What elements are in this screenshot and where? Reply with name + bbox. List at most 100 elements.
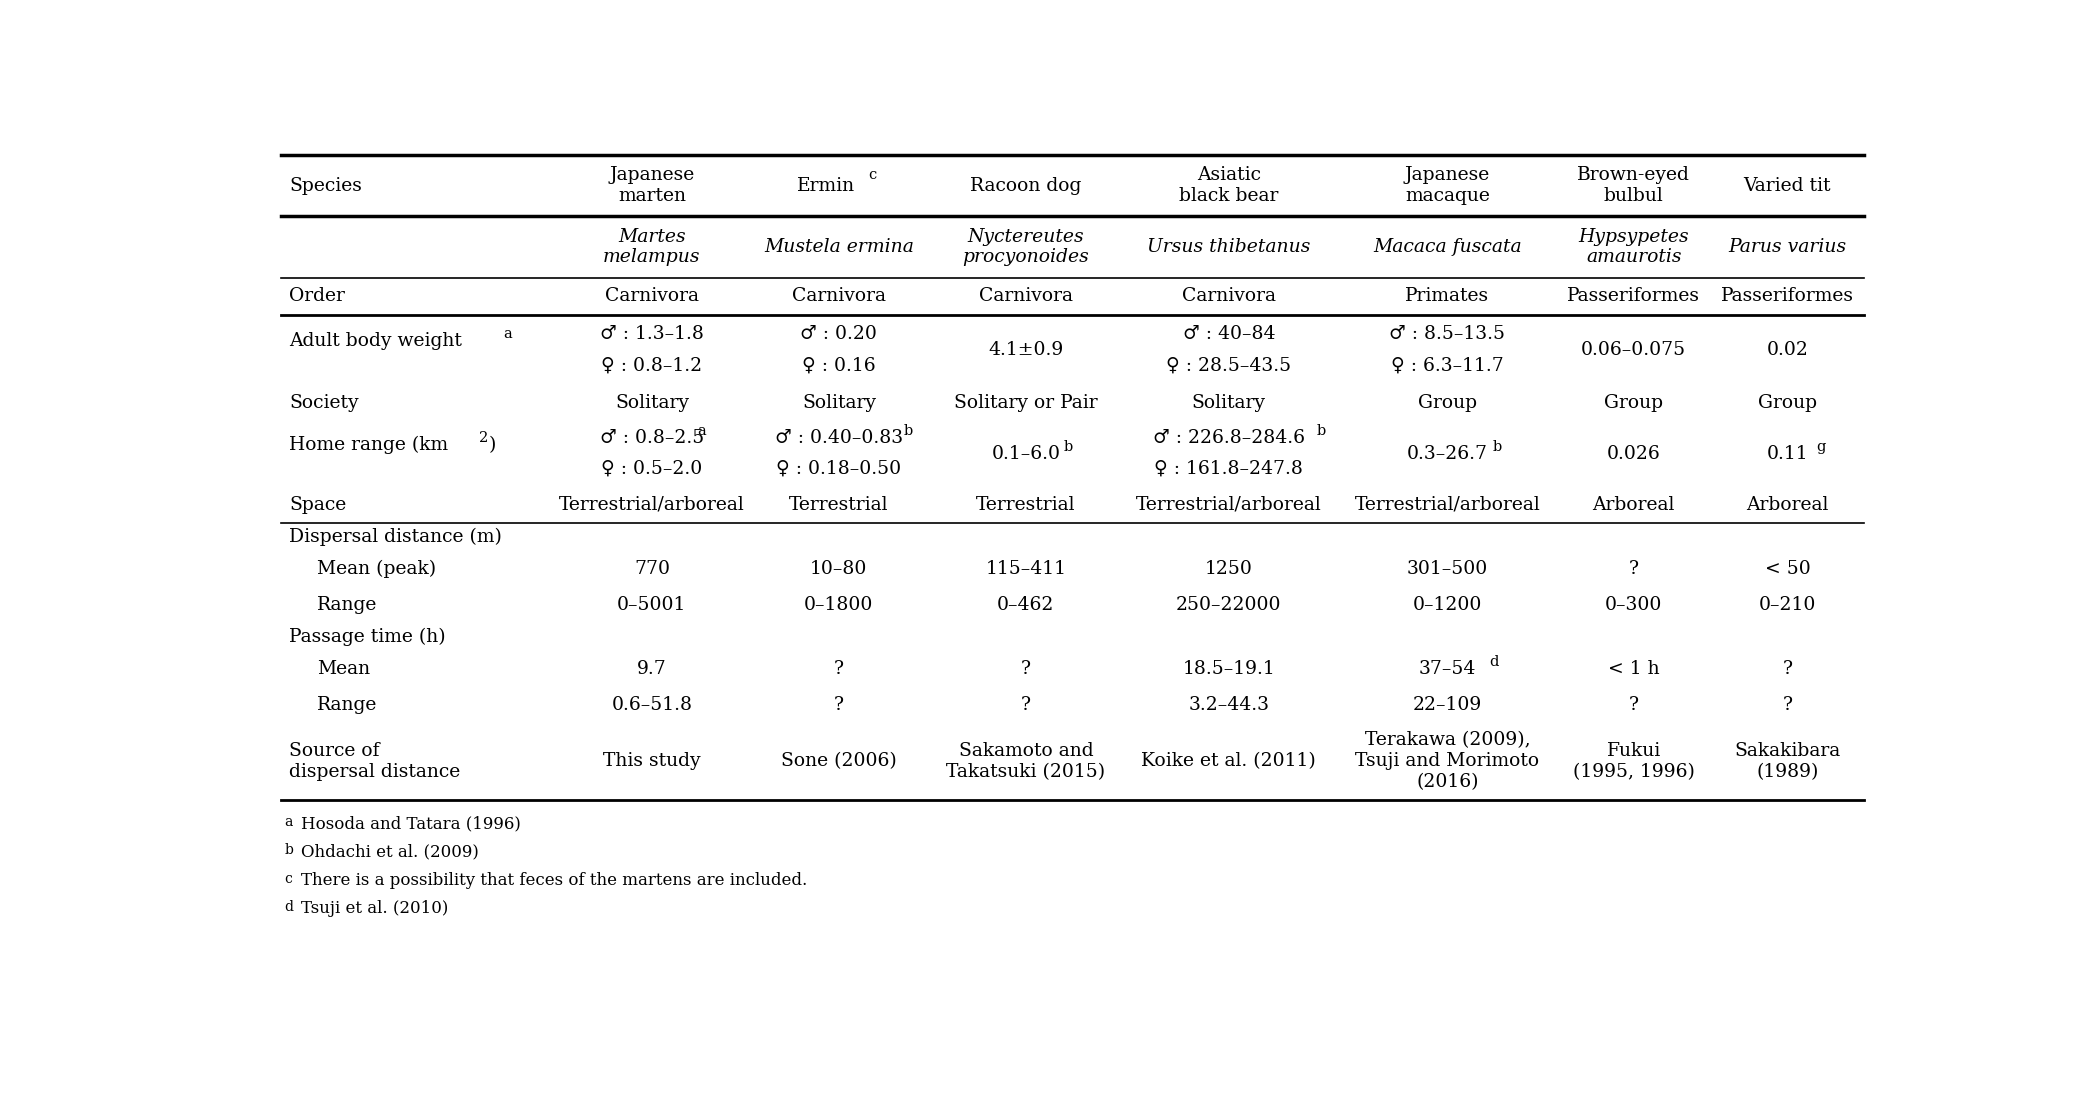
Text: Species: Species — [289, 177, 362, 194]
Text: Mean: Mean — [316, 660, 370, 678]
Text: 0–1200: 0–1200 — [1413, 595, 1482, 613]
Text: Japanese
marten: Japanese marten — [609, 167, 695, 204]
Text: 0–5001: 0–5001 — [617, 595, 687, 613]
Text: Space: Space — [289, 496, 347, 513]
Text: Passeriformes: Passeriformes — [1568, 288, 1700, 306]
Text: Mean (peak): Mean (peak) — [316, 560, 435, 578]
Text: 301–500: 301–500 — [1406, 560, 1488, 578]
Text: Primates: Primates — [1404, 288, 1490, 306]
Text: 0–210: 0–210 — [1758, 595, 1817, 613]
Text: a: a — [285, 815, 293, 829]
Text: ?: ? — [833, 695, 843, 713]
Text: ♀ : 0.16: ♀ : 0.16 — [802, 357, 875, 374]
Text: ♀ : 6.3–11.7: ♀ : 6.3–11.7 — [1392, 357, 1505, 374]
Text: 0.026: 0.026 — [1607, 444, 1660, 462]
Text: Hypsypetes
amaurotis: Hypsypetes amaurotis — [1578, 228, 1689, 267]
Text: 0–300: 0–300 — [1605, 595, 1662, 613]
Text: Koike et al. (2011): Koike et al. (2011) — [1141, 752, 1316, 770]
Text: Solitary: Solitary — [802, 393, 875, 412]
Text: Group: Group — [1417, 393, 1478, 412]
Text: < 50: < 50 — [1764, 560, 1810, 578]
Text: 1250: 1250 — [1206, 560, 1254, 578]
Text: 2: 2 — [479, 431, 488, 446]
Text: Group: Group — [1758, 393, 1817, 412]
Text: c: c — [869, 168, 877, 182]
Text: g: g — [1817, 440, 1825, 454]
Text: Carnivora: Carnivora — [791, 288, 885, 306]
Text: 0.6–51.8: 0.6–51.8 — [611, 695, 693, 713]
Text: ?: ? — [833, 660, 843, 678]
Text: Tsuji et al. (2010): Tsuji et al. (2010) — [301, 900, 448, 917]
Text: Terrestrial: Terrestrial — [789, 496, 890, 513]
Text: Ursus thibetanus: Ursus thibetanus — [1147, 238, 1310, 257]
Text: a: a — [502, 328, 513, 341]
Text: Terrestrial: Terrestrial — [975, 496, 1076, 513]
Text: 9.7: 9.7 — [636, 660, 668, 678]
Text: ?: ? — [1628, 560, 1639, 578]
Text: ♀ : 0.8–1.2: ♀ : 0.8–1.2 — [601, 357, 703, 374]
Text: Parus varius: Parus varius — [1729, 238, 1846, 257]
Text: Racoon dog: Racoon dog — [971, 177, 1082, 194]
Text: ♀ : 28.5–43.5: ♀ : 28.5–43.5 — [1166, 357, 1291, 374]
Text: Home range (km: Home range (km — [289, 436, 448, 454]
Text: ♂ : 8.5–13.5: ♂ : 8.5–13.5 — [1390, 326, 1505, 343]
Text: Solitary: Solitary — [1191, 393, 1266, 412]
Text: ♂ : 1.3–1.8: ♂ : 1.3–1.8 — [601, 326, 703, 343]
Text: Arboreal: Arboreal — [1593, 496, 1674, 513]
Text: Ermin: Ermin — [797, 177, 856, 194]
Text: Passage time (h): Passage time (h) — [289, 628, 446, 645]
Text: This study: This study — [603, 752, 701, 770]
Text: Solitary or Pair: Solitary or Pair — [954, 393, 1097, 412]
Text: Arboreal: Arboreal — [1746, 496, 1829, 513]
Text: ♂ : 0.20: ♂ : 0.20 — [800, 326, 877, 343]
Text: Japanese
macaque: Japanese macaque — [1404, 167, 1490, 204]
Text: a: a — [697, 424, 705, 439]
Text: ?: ? — [1021, 660, 1032, 678]
Text: 0.06–0.075: 0.06–0.075 — [1580, 341, 1687, 359]
Text: Sone (2006): Sone (2006) — [781, 752, 896, 770]
Text: Dispersal distance (m): Dispersal distance (m) — [289, 528, 502, 546]
Text: c: c — [285, 872, 293, 885]
Text: d: d — [1490, 655, 1499, 669]
Text: ?: ? — [1021, 695, 1032, 713]
Text: Fukui
(1995, 1996): Fukui (1995, 1996) — [1572, 742, 1695, 781]
Text: Adult body weight: Adult body weight — [289, 332, 463, 350]
Text: < 1 h: < 1 h — [1607, 660, 1660, 678]
Text: Ohdachi et al. (2009): Ohdachi et al. (2009) — [301, 843, 479, 860]
Text: Terakawa (2009),
Tsuji and Morimoto
(2016): Terakawa (2009), Tsuji and Morimoto (201… — [1356, 731, 1540, 791]
Text: 0.1–6.0: 0.1–6.0 — [992, 444, 1061, 462]
Text: ♀ : 161.8–247.8: ♀ : 161.8–247.8 — [1155, 460, 1304, 478]
Text: 0.3–26.7: 0.3–26.7 — [1406, 444, 1488, 462]
Text: Carnivora: Carnivora — [605, 288, 699, 306]
Text: Brown-eyed
bulbul: Brown-eyed bulbul — [1578, 167, 1689, 204]
Text: 0.02: 0.02 — [1766, 341, 1808, 359]
Text: Macaca fuscata: Macaca fuscata — [1373, 238, 1522, 257]
Text: Nyctereutes
procyonoides: Nyctereutes procyonoides — [963, 228, 1088, 267]
Text: Mustela ermina: Mustela ermina — [764, 238, 915, 257]
Text: ♂ : 226.8–284.6: ♂ : 226.8–284.6 — [1153, 429, 1304, 448]
Text: There is a possibility that feces of the martens are included.: There is a possibility that feces of the… — [301, 872, 806, 889]
Text: 115–411: 115–411 — [986, 560, 1067, 578]
Text: Carnivora: Carnivora — [1183, 288, 1277, 306]
Text: 22–109: 22–109 — [1413, 695, 1482, 713]
Text: ♂ : 40–84: ♂ : 40–84 — [1183, 326, 1275, 343]
Text: ?: ? — [1628, 695, 1639, 713]
Text: Martes
melampus: Martes melampus — [603, 228, 701, 267]
Text: 37–54: 37–54 — [1419, 660, 1476, 678]
Text: Range: Range — [316, 595, 377, 613]
Text: d: d — [285, 900, 293, 914]
Text: Order: Order — [289, 288, 345, 306]
Text: Terrestrial/arboreal: Terrestrial/arboreal — [1354, 496, 1540, 513]
Text: ?: ? — [1783, 695, 1792, 713]
Text: Terrestrial/arboreal: Terrestrial/arboreal — [559, 496, 745, 513]
Text: b: b — [904, 424, 913, 439]
Text: Range: Range — [316, 695, 377, 713]
Text: ♀ : 0.5–2.0: ♀ : 0.5–2.0 — [601, 460, 703, 478]
Text: 4.1±0.9: 4.1±0.9 — [988, 341, 1063, 359]
Text: ♂ : 0.8–2.5: ♂ : 0.8–2.5 — [601, 429, 703, 448]
Text: ♀ : 0.18–0.50: ♀ : 0.18–0.50 — [777, 460, 902, 478]
Text: Source of
dispersal distance: Source of dispersal distance — [289, 742, 460, 781]
Text: b: b — [1492, 440, 1503, 454]
Text: 770: 770 — [634, 560, 670, 578]
Text: ): ) — [488, 437, 496, 454]
